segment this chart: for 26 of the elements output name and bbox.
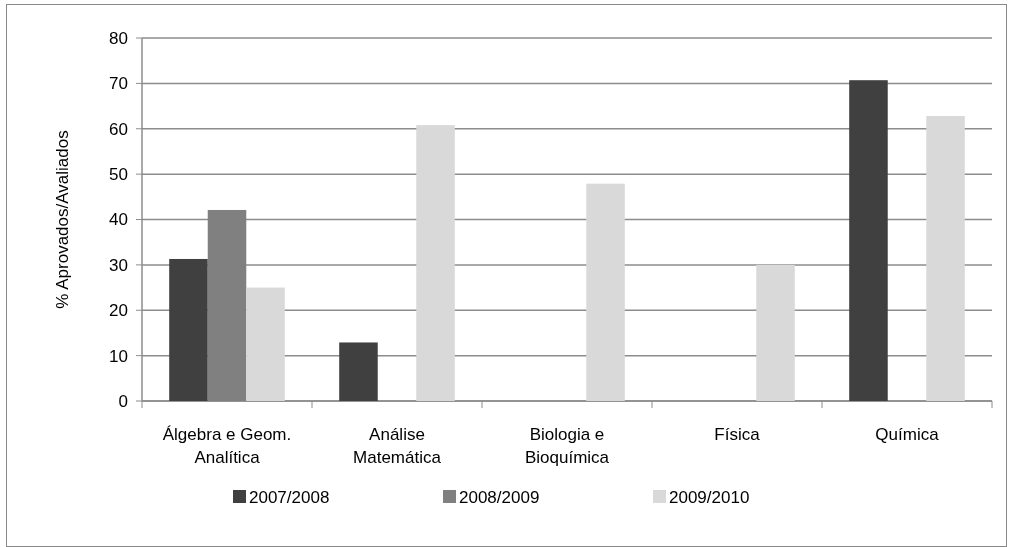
x-tick-label: Álgebra e Geom. Analítica: [162, 425, 292, 467]
bar: [169, 258, 208, 401]
bar: [416, 125, 455, 401]
bar: [849, 80, 888, 401]
x-tick-label: Análise Matemática: [353, 425, 442, 467]
y-tick-label: 60: [109, 119, 128, 139]
x-tick-label: Química: [875, 425, 940, 444]
y-tick-label: 30: [109, 255, 128, 275]
legend-label: 2007/2008: [249, 487, 330, 507]
legend-label: 2009/2010: [669, 487, 750, 507]
x-tick-label: Física: [714, 425, 761, 444]
y-tick-label: 20: [109, 301, 128, 321]
bar: [926, 116, 965, 401]
legend-label: 2008/2009: [459, 487, 540, 507]
bar: [246, 287, 285, 401]
x-tick-label: Biologia e Bioquímica: [524, 425, 610, 467]
y-tick-label: 70: [109, 74, 128, 94]
y-tick-label: 80: [109, 28, 128, 48]
bar: [756, 264, 795, 401]
y-axis-title: % Aprovados/Avaliados: [53, 130, 72, 309]
bar: [339, 342, 378, 401]
y-tick-label: 10: [109, 346, 128, 366]
bar: [586, 183, 625, 401]
y-tick-label: 40: [109, 210, 128, 230]
y-tick-label: 0: [118, 391, 128, 411]
y-tick-label: 50: [109, 165, 128, 185]
